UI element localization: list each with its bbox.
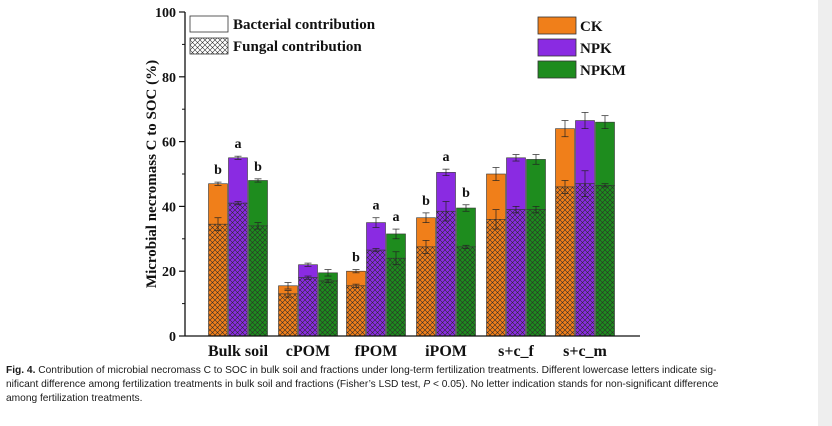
bar-bacterial-npkm-bulk-soil — [248, 180, 268, 227]
significance-letter-ck-bulk-soil: b — [214, 163, 222, 178]
axes: Bulk soil cPOM fPOM iPOM s+c_f s+c_m 0 20 40 60 80… — [144, 6, 640, 358]
y-tick-label-60: 60 — [162, 136, 176, 151]
y-tick-label-100: 100 — [155, 6, 176, 21]
caption-line-1: Contribution of microbial necromass C to… — [38, 365, 717, 376]
bar-fungal-hatch-ck-fpom — [346, 285, 366, 336]
caption-line-3: among fertilization treatments. — [6, 393, 143, 404]
page-edge — [818, 0, 832, 426]
bar-fungal-hatch-npkm-s-c-f — [526, 209, 546, 336]
significance-letter-npkm-ipom: b — [462, 186, 470, 201]
significance-letter-ck-fpom: b — [352, 251, 360, 266]
y-tick-label-80: 80 — [162, 71, 176, 86]
significance-letter-npk-bulk-soil: a — [235, 137, 242, 152]
significance-letter-npkm-bulk-soil: b — [254, 160, 262, 175]
bar-fungal-hatch-ck-s-c-f — [486, 219, 506, 336]
y-tick-label-0: 0 — [169, 330, 176, 345]
bar-fungal-hatch-ck-bulk-soil — [208, 224, 228, 336]
x-tick-label-3: fPOM — [355, 343, 398, 358]
bar-bacterial-npkm-s-c-m — [595, 121, 615, 186]
significance-letter-npkm-fpom: a — [393, 210, 400, 225]
bar-fungal-hatch-npkm-fpom — [386, 258, 406, 336]
significance-letter-npk-ipom: a — [443, 150, 450, 165]
bar-bacterial-ck-s-c-m — [555, 128, 575, 188]
bar-bacterial-npkm-s-c-f — [526, 159, 546, 210]
legend-label-fungal: Fungal contribution — [233, 39, 362, 55]
bar-bacterial-npk-s-c-f — [506, 157, 526, 210]
significance-letter-ck-ipom: b — [422, 194, 430, 209]
bar-fungal-hatch-ck-ipom — [416, 246, 436, 336]
legend-label-npkm: NPKM — [580, 63, 626, 79]
bar-fungal-hatch-npk-ipom — [436, 211, 456, 336]
legend-swatch-ck — [537, 16, 577, 35]
x-tick-label-4: iPOM — [425, 343, 467, 358]
bar-fungal-hatch-npk-s-c-f — [506, 209, 526, 336]
legend-label-ck: CK — [580, 19, 603, 35]
significance-letter-npk-fpom: a — [373, 199, 380, 214]
legend-swatch-npkm — [537, 60, 577, 79]
bar-fungal-hatch-npkm-bulk-soil — [248, 225, 268, 336]
bar-bacterial-npkm-ipom — [456, 207, 476, 248]
x-tick-label-2: cPOM — [286, 343, 330, 358]
legend-swatch-fungal-hatch — [190, 38, 228, 54]
legend-label-bacterial: Bacterial contribution — [233, 17, 376, 33]
legend-label-npk: NPK — [580, 41, 612, 57]
caption-p-symbol: P — [423, 379, 431, 390]
legend-swatch-npk — [537, 38, 577, 57]
bar-fungal-hatch-npkm-cpom — [318, 280, 338, 336]
bar-fungal-hatch-npkm-s-c-m — [595, 185, 615, 336]
bar-fungal-hatch-ck-cpom — [278, 293, 298, 336]
legend: Bacterial contribution Fungal contributio… — [189, 15, 626, 79]
bar-fungal-hatch-npk-bulk-soil — [228, 203, 248, 336]
x-tick-label-1: Bulk soil — [208, 343, 269, 358]
bar-fungal-hatch-npkm-ipom — [456, 246, 476, 336]
figure-caption: Fig. 4. Contribution of microbial necrom… — [6, 364, 806, 406]
bar-bacterial-ck-fpom — [346, 270, 366, 287]
bar-fungal-hatch-npk-cpom — [298, 277, 318, 336]
y-axis-label: Microbial necromass C to SOC (%) — [144, 60, 160, 288]
caption-label: Fig. 4. — [6, 365, 36, 376]
x-tick-label-5: s+c_f — [498, 343, 534, 358]
caption-line-2b: < 0.05). No letter indication stands for… — [430, 379, 719, 390]
caption-line-2a: nificant difference among fertilization … — [6, 379, 424, 390]
x-tick-label-6: s+c_m — [563, 343, 607, 358]
y-tick-label-20: 20 — [162, 265, 176, 280]
bar-fungal-hatch-ck-s-c-m — [555, 186, 575, 336]
bar-bacterial-npk-bulk-soil — [228, 157, 248, 204]
legend-swatch-bacterial — [189, 15, 229, 33]
bar-fungal-hatch-npk-s-c-m — [575, 183, 595, 336]
bar-fungal-hatch-npk-fpom — [366, 250, 386, 336]
y-tick-label-40: 40 — [162, 200, 176, 215]
